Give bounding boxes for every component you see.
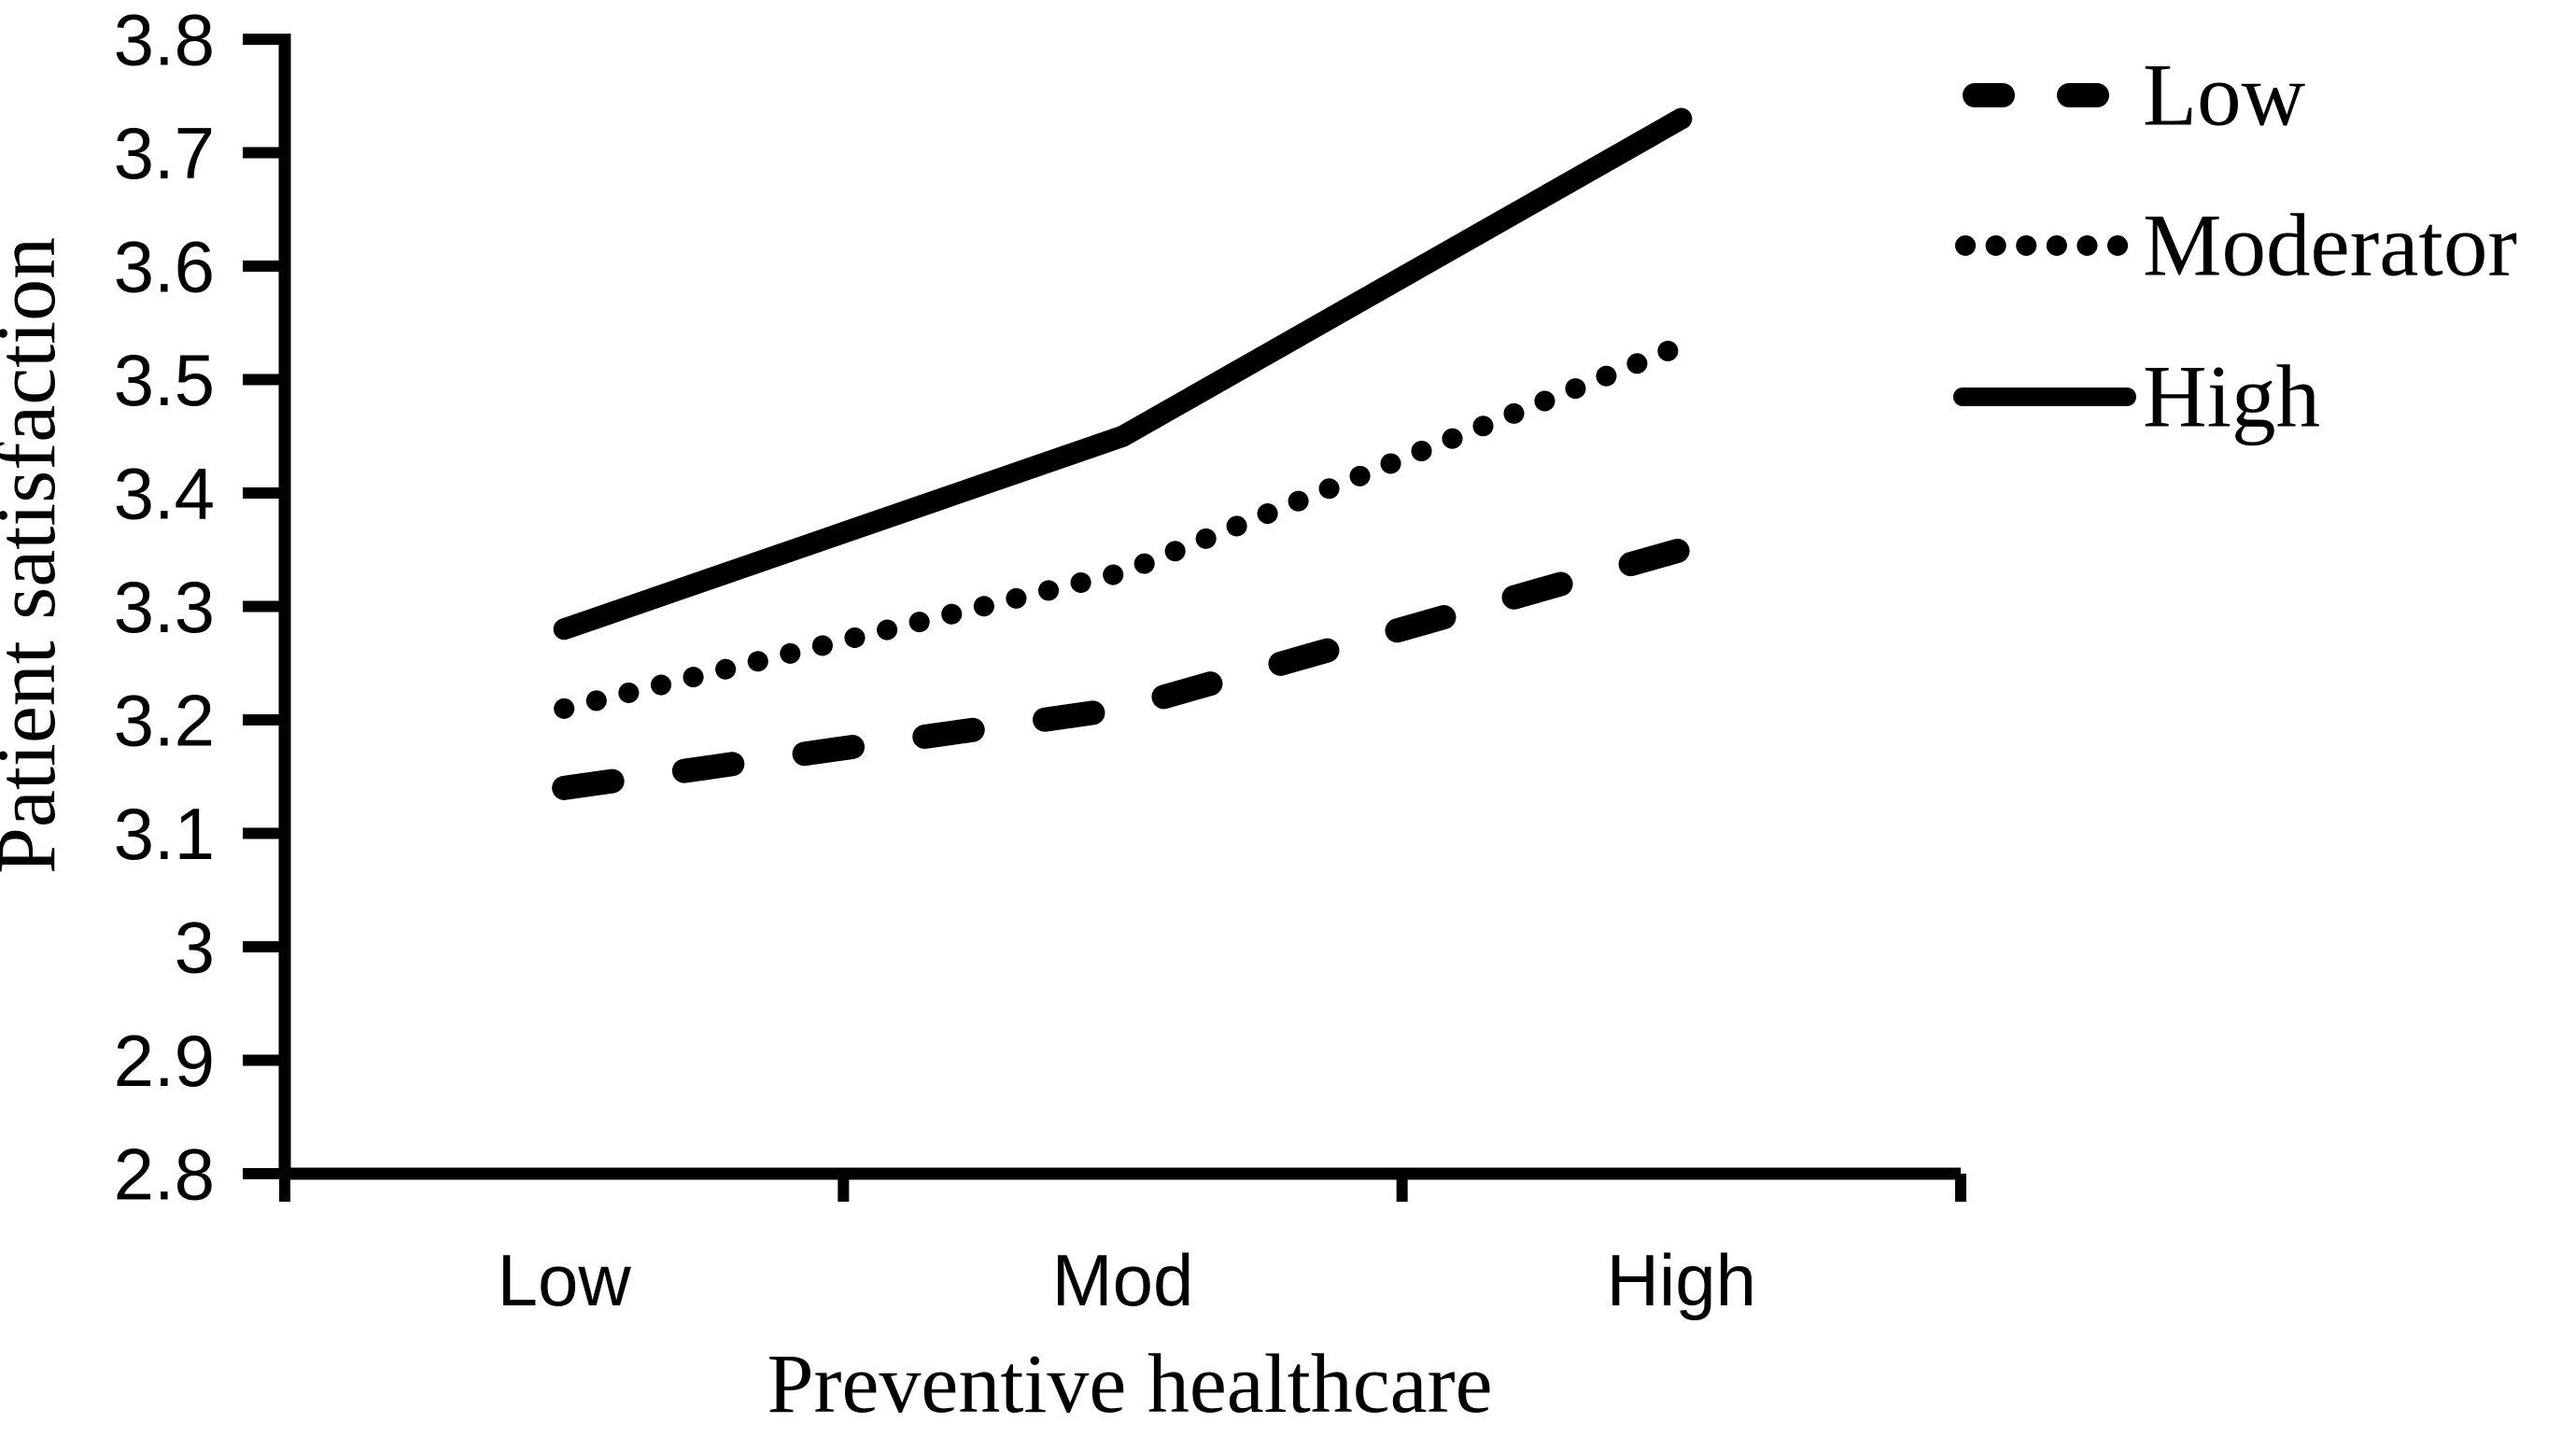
legend-label-low: Low xyxy=(2143,45,2306,144)
series-line-moderator xyxy=(554,335,1692,719)
x-category-label: Mod xyxy=(1052,1239,1194,1321)
x-category-label: Low xyxy=(498,1239,632,1321)
y-tick-label: 3.2 xyxy=(114,679,215,761)
y-tick-label: 3.1 xyxy=(114,793,215,875)
x-axis-title: Preventive healthcare xyxy=(767,1338,1492,1430)
y-tick-label: 2.8 xyxy=(114,1133,215,1215)
legend-label-moderator: Moderator xyxy=(2143,195,2517,294)
y-axis-title: Patient satisfaction xyxy=(0,237,73,874)
y-tick-label: 3.8 xyxy=(114,0,215,80)
legend-label-high: High xyxy=(2143,346,2320,445)
x-category-label: High xyxy=(1607,1239,1756,1321)
y-tick-label: 2.9 xyxy=(114,1020,215,1102)
y-tick-label: 3.7 xyxy=(114,112,215,194)
y-tick-label: 3.6 xyxy=(114,225,215,307)
series-line-high xyxy=(553,107,1693,641)
y-tick-label: 3.3 xyxy=(114,566,215,648)
y-tick-label: 3.5 xyxy=(114,339,215,421)
y-tick-label: 3.4 xyxy=(114,452,215,534)
y-tick-label: 3 xyxy=(175,906,215,988)
